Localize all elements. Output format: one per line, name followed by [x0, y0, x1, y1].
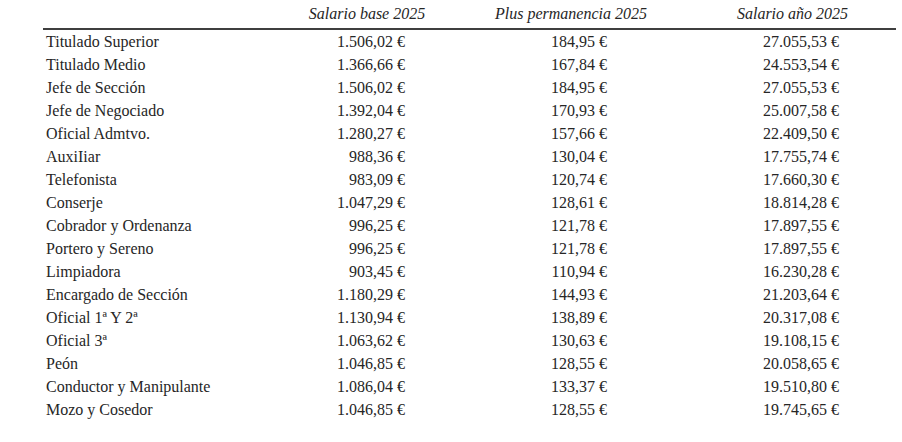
table-row: Oficial Admtvo. 1.280,27 € 157,66 € 22.4…: [43, 122, 896, 145]
plus-permanencia-value: 133,37 €: [467, 375, 675, 398]
salario-ano-value: 18.814,28 €: [675, 191, 896, 214]
plus-permanencia-value: 130,63 €: [467, 329, 675, 352]
row-label: AuxiIiar: [43, 145, 267, 168]
salario-base-value: 1.366,66 €: [267, 53, 467, 76]
table-row: Cobrador y Ordenanza 996,25 € 121,78 € 1…: [43, 214, 896, 237]
table-row: Telefonista 983,09 € 120,74 € 17.660,30 …: [43, 168, 896, 191]
salario-base-value: 1.392,04 €: [267, 99, 467, 122]
plus-permanencia-value: 120,74 €: [467, 168, 675, 191]
table-row: Jefe de Negociado 1.392,04 € 170,93 € 25…: [43, 99, 896, 122]
salario-base-value: 1.506,02 €: [267, 76, 467, 99]
plus-permanencia-value: 128,55 €: [467, 398, 675, 421]
table-row: Encargado de Sección 1.180,29 € 144,93 €…: [43, 283, 896, 306]
row-label: Encargado de Sección: [43, 283, 267, 306]
row-label: Mozo y Cosedor: [43, 398, 267, 421]
column-header-plus-permanencia: Plus permanencia 2025: [467, 3, 675, 29]
salario-ano-value: 27.055,53 €: [675, 29, 896, 53]
salario-base-value: 903,45 €: [267, 260, 467, 283]
salario-ano-value: 27.055,53 €: [675, 76, 896, 99]
row-label: Telefonista: [43, 168, 267, 191]
salario-base-value: 1.180,29 €: [267, 283, 467, 306]
plus-permanencia-value: 128,55 €: [467, 352, 675, 375]
plus-permanencia-value: 110,94 €: [467, 260, 675, 283]
table-row: Limpiadora 903,45 € 110,94 € 16.230,28 €: [43, 260, 896, 283]
salario-ano-value: 19.745,65 €: [675, 398, 896, 421]
plus-permanencia-value: 157,66 €: [467, 122, 675, 145]
salario-base-value: 983,09 €: [267, 168, 467, 191]
row-label: Titulado Medio: [43, 53, 267, 76]
table-row: Titulado Superior 1.506,02 € 184,95 € 27…: [43, 29, 896, 53]
plus-permanencia-value: 170,93 €: [467, 99, 675, 122]
salario-base-value: 988,36 €: [267, 145, 467, 168]
salario-ano-value: 19.108,15 €: [675, 329, 896, 352]
column-header-empty: [43, 3, 267, 29]
salario-ano-value: 19.510,80 €: [675, 375, 896, 398]
salario-base-value: 996,25 €: [267, 214, 467, 237]
salario-ano-value: 16.230,28 €: [675, 260, 896, 283]
salario-ano-value: 25.007,58 €: [675, 99, 896, 122]
salario-base-value: 1.506,02 €: [267, 29, 467, 53]
table-row: Titulado Medio 1.366,66 € 167,84 € 24.55…: [43, 53, 896, 76]
row-label: Oficial Admtvo.: [43, 122, 267, 145]
row-label: Jefe de Sección: [43, 76, 267, 99]
salario-base-value: 996,25 €: [267, 237, 467, 260]
salario-base-value: 1.046,85 €: [267, 398, 467, 421]
salario-ano-value: 17.897,55 €: [675, 237, 896, 260]
salario-ano-value: 24.553,54 €: [675, 53, 896, 76]
row-label: Titulado Superior: [43, 29, 267, 53]
table-row: Conserje 1.047,29 € 128,61 € 18.814,28 €: [43, 191, 896, 214]
table-row: Portero y Sereno 996,25 € 121,78 € 17.89…: [43, 237, 896, 260]
salario-ano-value: 17.755,74 €: [675, 145, 896, 168]
plus-permanencia-value: 130,04 €: [467, 145, 675, 168]
salario-ano-value: 21.203,64 €: [675, 283, 896, 306]
salario-ano-value: 17.897,55 €: [675, 214, 896, 237]
row-label: Peón: [43, 352, 267, 375]
salario-ano-value: 20.058,65 €: [675, 352, 896, 375]
table-row: Peón 1.046,85 € 128,55 € 20.058,65 €: [43, 352, 896, 375]
table-row: Jefe de Sección 1.506,02 € 184,95 € 27.0…: [43, 76, 896, 99]
salario-base-value: 1.280,27 €: [267, 122, 467, 145]
plus-permanencia-value: 128,61 €: [467, 191, 675, 214]
row-label: Cobrador y Ordenanza: [43, 214, 267, 237]
salario-base-value: 1.047,29 €: [267, 191, 467, 214]
table-row: AuxiIiar 988,36 € 130,04 € 17.755,74 €: [43, 145, 896, 168]
table-header-row: Salario base 2025 Plus permanencia 2025 …: [43, 3, 896, 29]
column-header-salario-ano: Salario año 2025: [675, 3, 896, 29]
table-body: Titulado Superior 1.506,02 € 184,95 € 27…: [43, 29, 896, 421]
row-label: Conserje: [43, 191, 267, 214]
salary-table-container: Salario base 2025 Plus permanencia 2025 …: [43, 3, 896, 421]
table-row: Oficial 1ª Y 2ª 1.130,94 € 138,89 € 20.3…: [43, 306, 896, 329]
row-label: Jefe de Negociado: [43, 99, 267, 122]
salario-ano-value: 17.660,30 €: [675, 168, 896, 191]
row-label: Portero y Sereno: [43, 237, 267, 260]
salario-base-value: 1.130,94 €: [267, 306, 467, 329]
plus-permanencia-value: 167,84 €: [467, 53, 675, 76]
plus-permanencia-value: 121,78 €: [467, 237, 675, 260]
row-label: Limpiadora: [43, 260, 267, 283]
plus-permanencia-value: 144,93 €: [467, 283, 675, 306]
plus-permanencia-value: 138,89 €: [467, 306, 675, 329]
salario-base-value: 1.046,85 €: [267, 352, 467, 375]
table-row: Conductor y Manipulante 1.086,04 € 133,3…: [43, 375, 896, 398]
plus-permanencia-value: 184,95 €: [467, 29, 675, 53]
salario-ano-value: 20.317,08 €: [675, 306, 896, 329]
plus-permanencia-value: 121,78 €: [467, 214, 675, 237]
salario-base-value: 1.086,04 €: [267, 375, 467, 398]
salary-table-2025: Salario base 2025 Plus permanencia 2025 …: [43, 3, 896, 421]
column-header-salario-base: Salario base 2025: [267, 3, 467, 29]
plus-permanencia-value: 184,95 €: [467, 76, 675, 99]
row-label: Oficial 3ª: [43, 329, 267, 352]
row-label: Oficial 1ª Y 2ª: [43, 306, 267, 329]
salario-ano-value: 22.409,50 €: [675, 122, 896, 145]
row-label: Conductor y Manipulante: [43, 375, 267, 398]
table-row: Oficial 3ª 1.063,62 € 130,63 € 19.108,15…: [43, 329, 896, 352]
salario-base-value: 1.063,62 €: [267, 329, 467, 352]
table-header: Salario base 2025 Plus permanencia 2025 …: [43, 3, 896, 29]
table-row: Mozo y Cosedor 1.046,85 € 128,55 € 19.74…: [43, 398, 896, 421]
